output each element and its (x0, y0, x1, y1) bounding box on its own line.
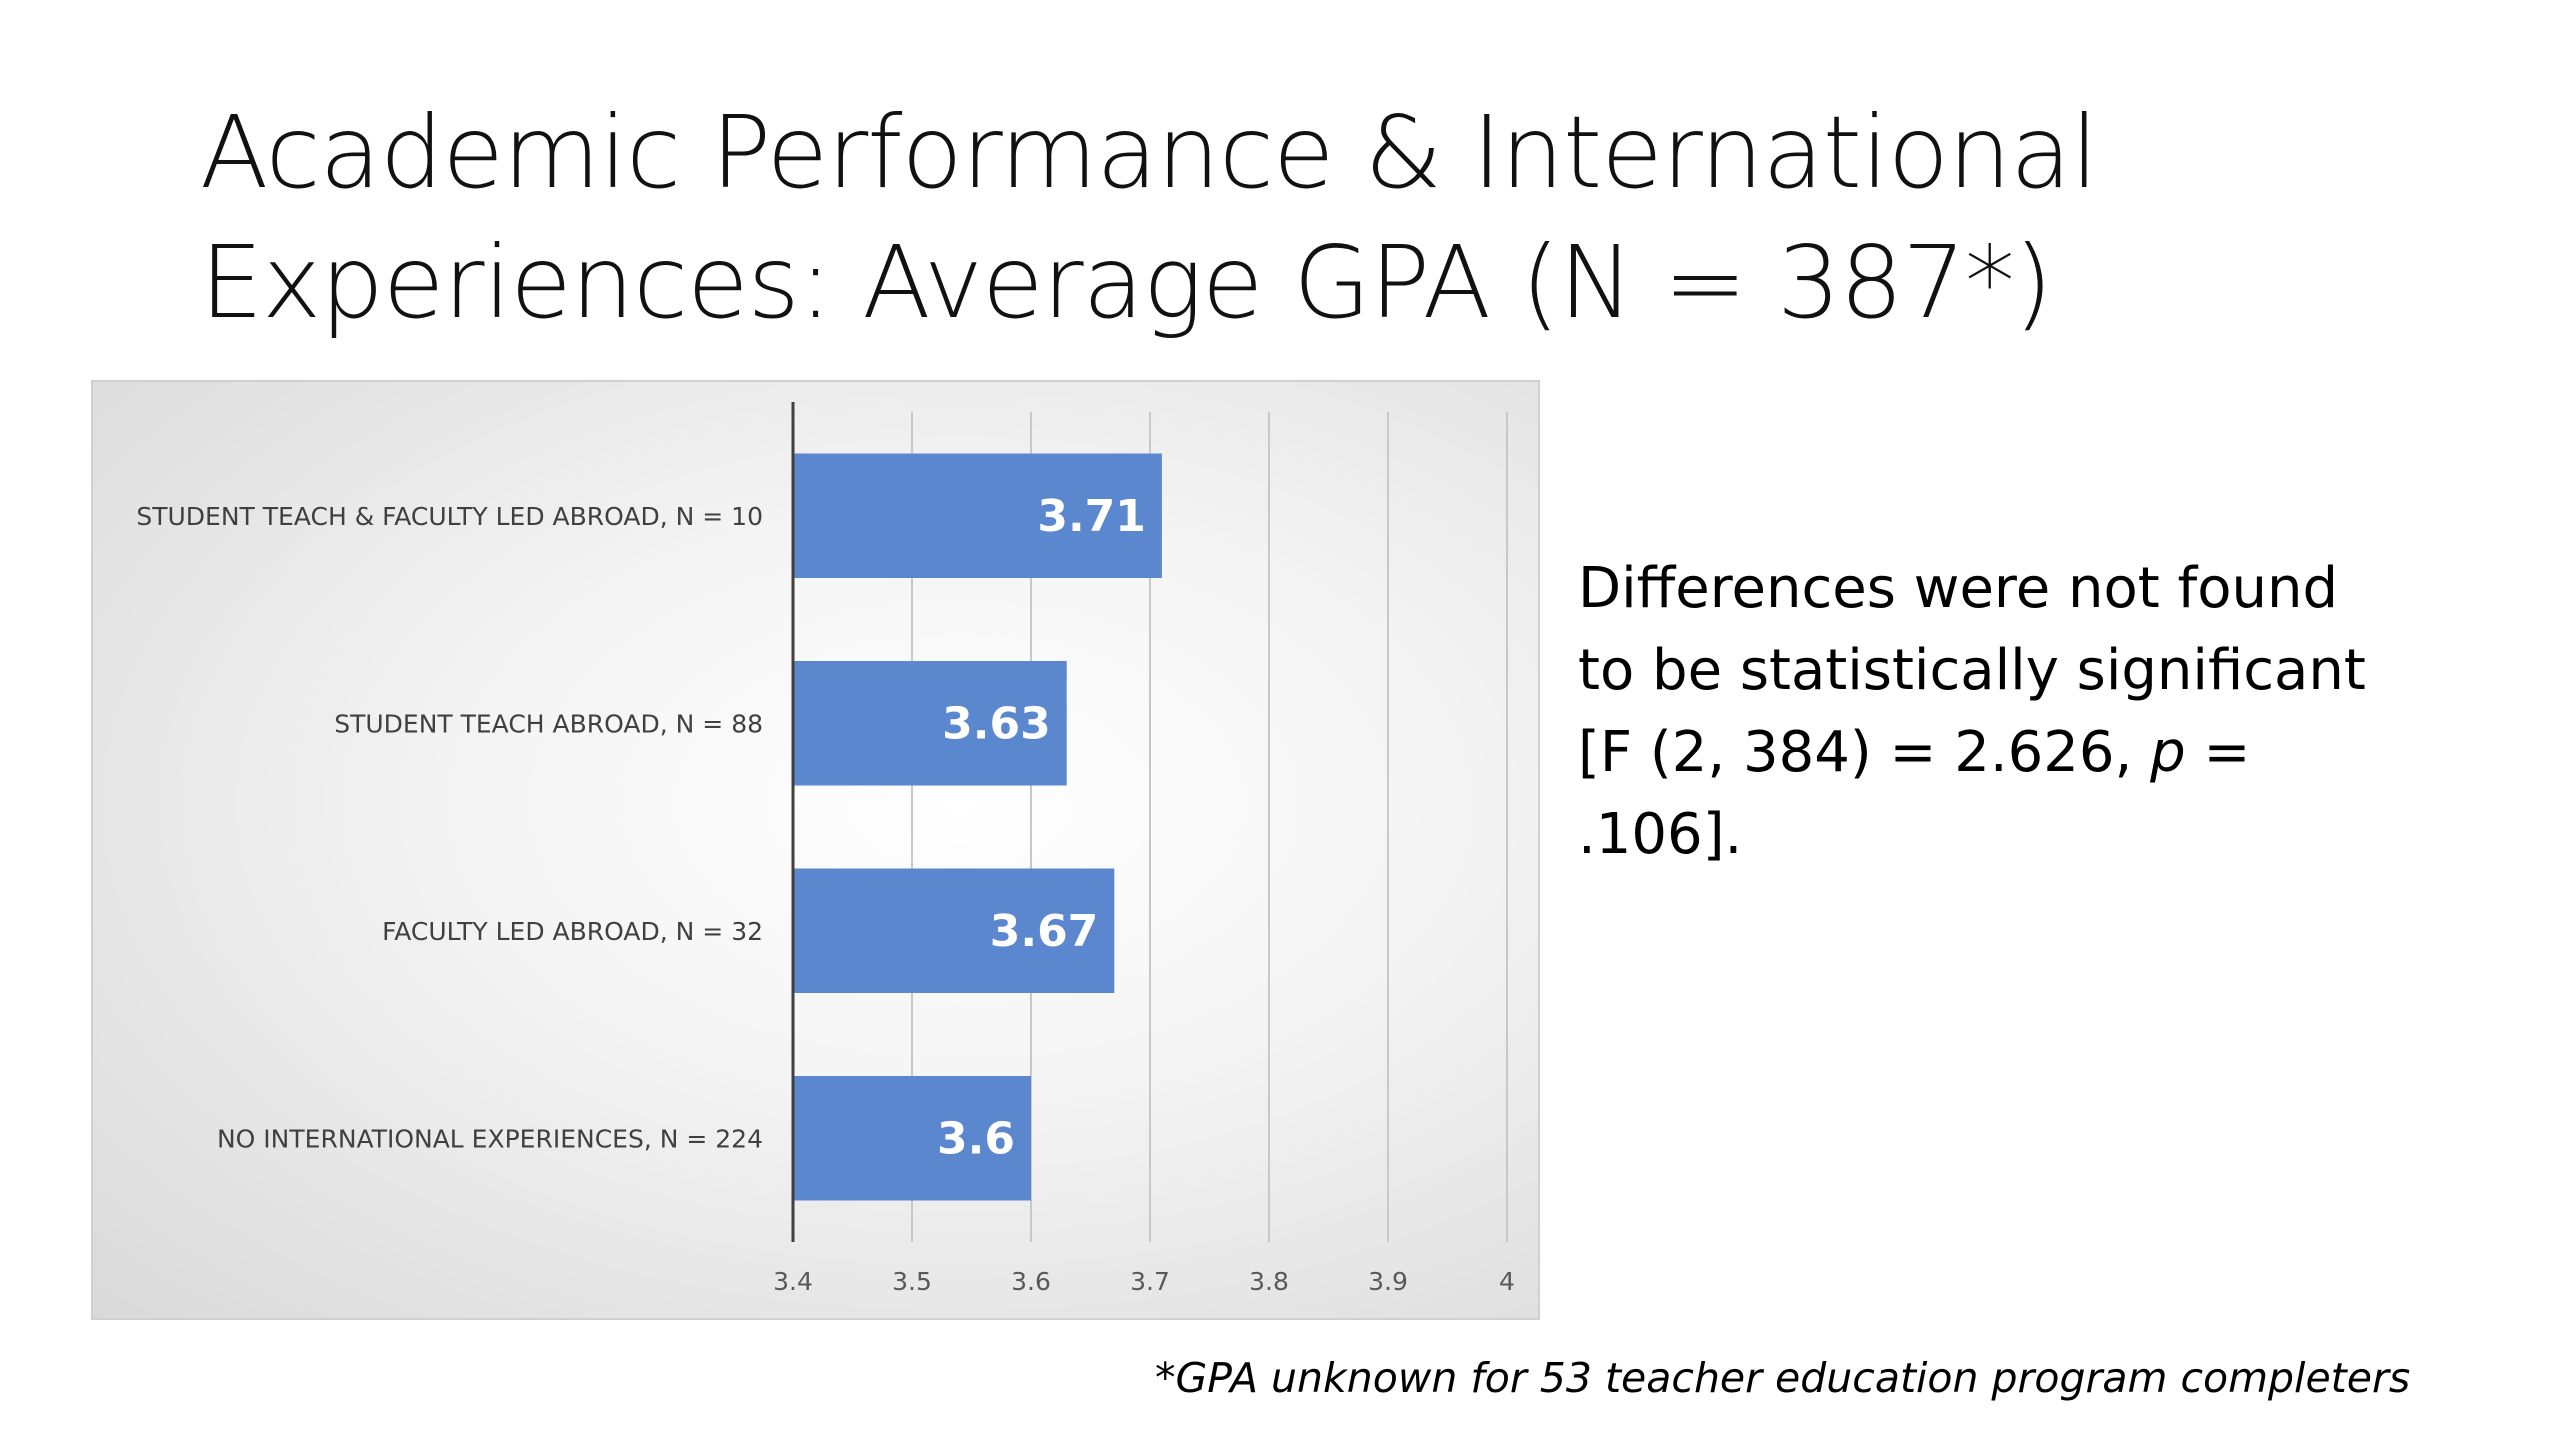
x-tick-label: 3.8 (1249, 1267, 1289, 1296)
bar-data-label: 3.63 (942, 698, 1051, 749)
chart-area: 3.71 STUDENT TEACH & FACULTY LED ABROAD, … (91, 380, 1540, 1320)
category-label: NO INTERNATIONAL EXPERIENCES, N = 224 (217, 1124, 763, 1153)
gpa-bar-chart: 3.71 STUDENT TEACH & FACULTY LED ABROAD, … (136, 402, 1515, 1296)
x-tick-label: 3.5 (892, 1267, 932, 1296)
bar-data-label: 3.67 (990, 906, 1099, 957)
slide-title: Academic Performance & International Exp… (200, 88, 2200, 348)
category-label: FACULTY LED ABROAD, N = 32 (382, 917, 763, 946)
x-tick-label: 3.6 (1011, 1267, 1051, 1296)
x-tick-label: 3.9 (1368, 1267, 1408, 1296)
slide-title-line-2: Experiences: Average GPA (N = 387*) (200, 224, 2053, 341)
category-label: STUDENT TEACH ABROAD, N = 88 (334, 709, 763, 738)
statistics-note-text: Differences were not found to be statist… (1578, 556, 2366, 785)
x-tick-label: 4 (1499, 1267, 1515, 1296)
bar (793, 661, 1067, 786)
bar-data-label: 3.71 (1037, 491, 1146, 542)
bar (793, 1076, 1031, 1201)
category-label: STUDENT TEACH & FACULTY LED ABROAD, N = … (136, 502, 763, 531)
bar (793, 868, 1115, 993)
bar-data-label: 3.6 (937, 1113, 1015, 1164)
statistics-note-p: p (2150, 720, 2186, 785)
x-tick-label: 3.7 (1130, 1267, 1170, 1296)
statistics-note-end: = .106]. (1578, 720, 2251, 867)
footnote: *GPA unknown for 53 teacher education pr… (1155, 1354, 2411, 1402)
x-tick-label: 3.4 (773, 1267, 813, 1296)
statistics-note: Differences were not found to be statist… (1578, 548, 2378, 876)
bar (793, 453, 1162, 578)
slide-title-line-1: Academic Performance & International (200, 94, 2098, 211)
